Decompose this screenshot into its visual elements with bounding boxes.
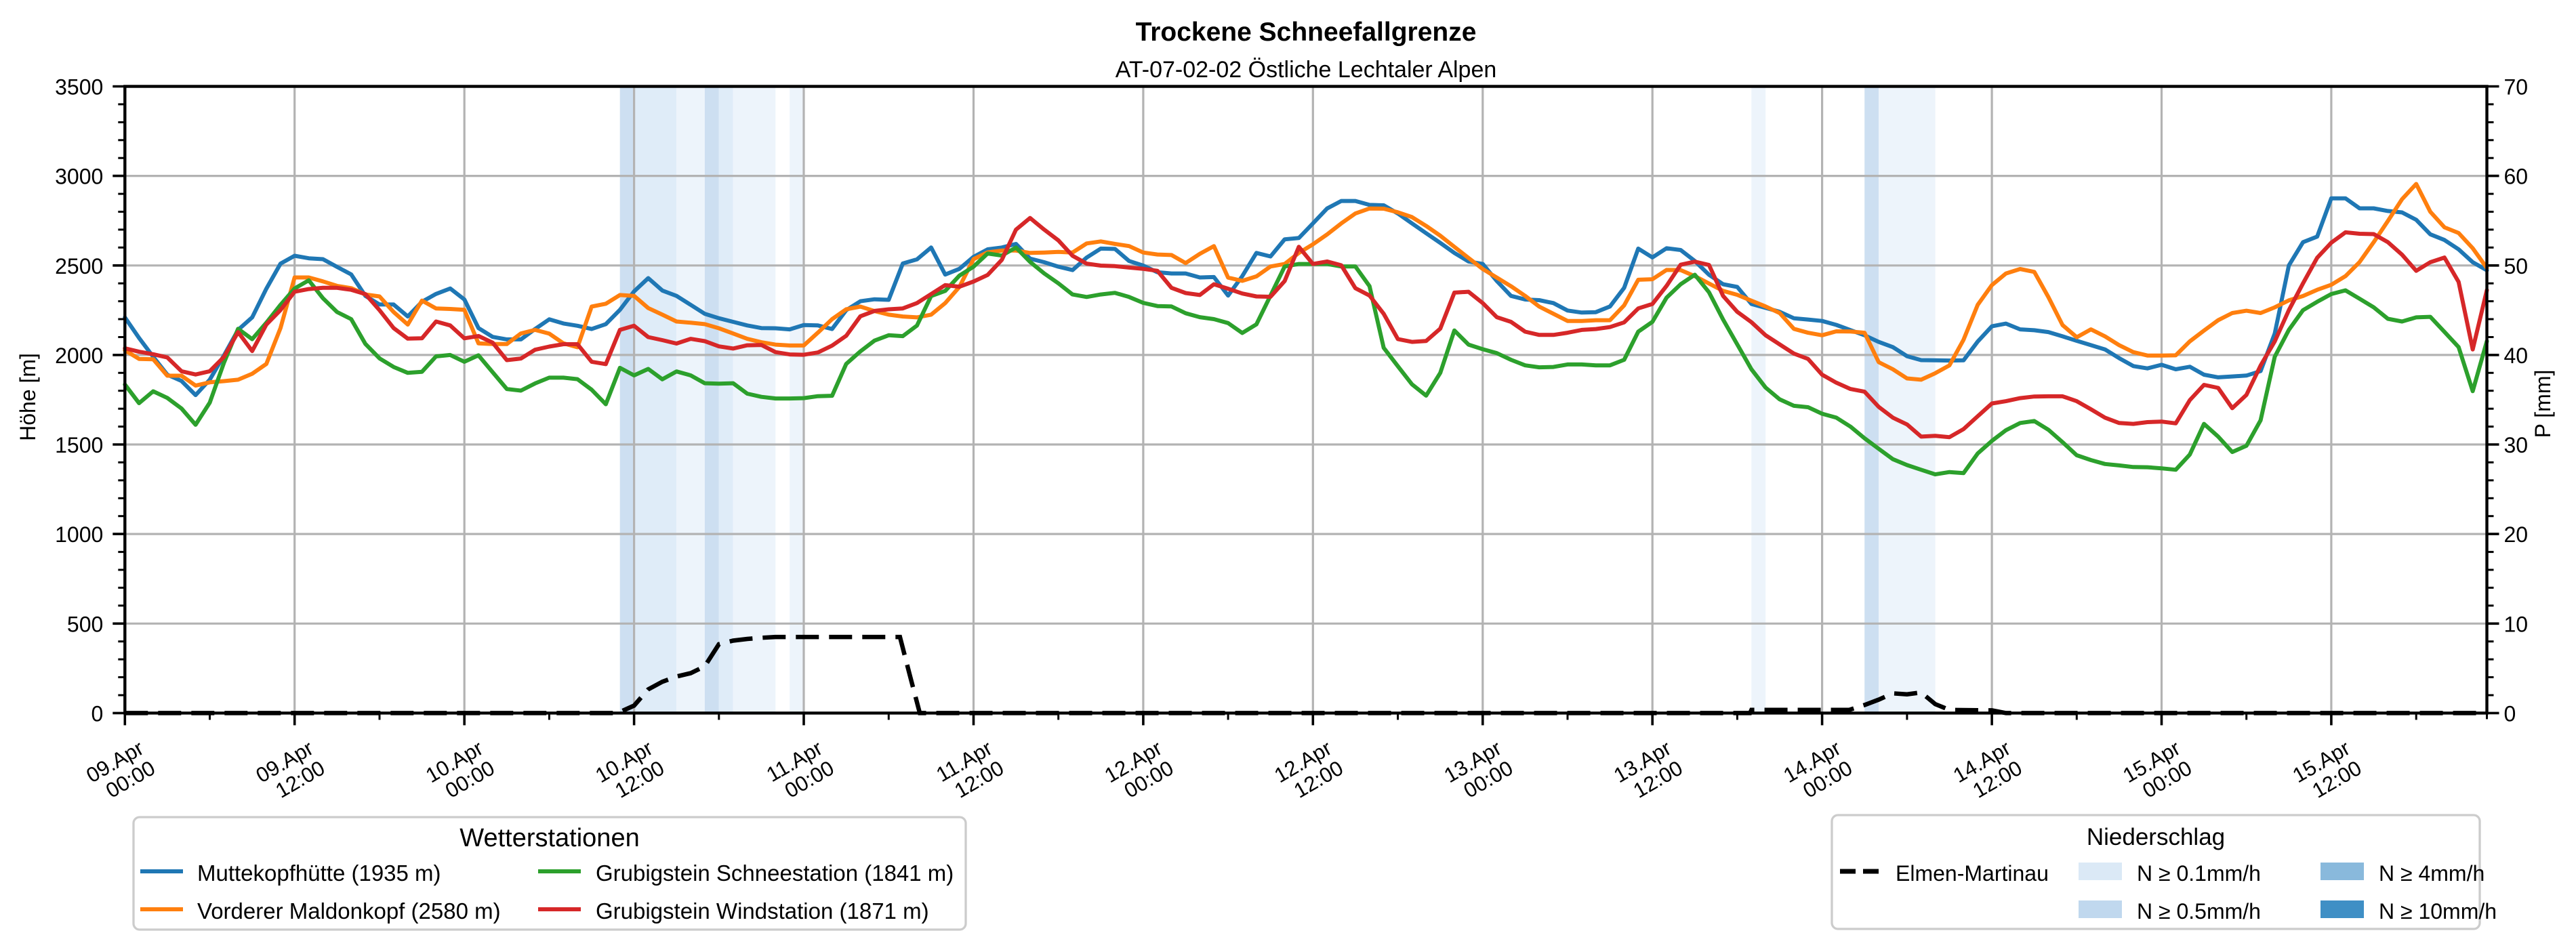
svg-text:2000: 2000 — [55, 344, 103, 368]
svg-text:50: 50 — [2504, 254, 2529, 278]
svg-text:70: 70 — [2504, 75, 2529, 100]
svg-text:Trockene Schneefallgrenze: Trockene Schneefallgrenze — [1136, 18, 1477, 47]
svg-text:0: 0 — [91, 701, 104, 726]
svg-text:1500: 1500 — [55, 433, 103, 457]
svg-text:500: 500 — [67, 612, 103, 636]
svg-text:P [mm]: P [mm] — [2531, 370, 2555, 438]
svg-text:3500: 3500 — [55, 75, 103, 100]
svg-text:Elmen-Martinau: Elmen-Martinau — [1896, 861, 2049, 886]
svg-text:2500: 2500 — [55, 254, 103, 278]
svg-text:Höhe [m]: Höhe [m] — [16, 353, 40, 441]
svg-text:Grubigstein Windstation (1871: Grubigstein Windstation (1871 m) — [596, 898, 929, 924]
svg-text:Muttekopfhütte (1935 m): Muttekopfhütte (1935 m) — [197, 861, 441, 886]
svg-text:60: 60 — [2504, 165, 2529, 189]
svg-text:Vorderer Maldonkopf (2580 m): Vorderer Maldonkopf (2580 m) — [197, 898, 501, 924]
svg-text:Wetterstationen: Wetterstationen — [459, 824, 639, 852]
svg-text:3000: 3000 — [55, 165, 103, 189]
svg-text:Niederschlag: Niederschlag — [2087, 824, 2225, 850]
svg-text:N ≥ 0.5mm/h: N ≥ 0.5mm/h — [2137, 899, 2261, 924]
svg-text:N ≥ 4mm/h: N ≥ 4mm/h — [2379, 861, 2485, 886]
svg-text:Grubigstein Schneestation (184: Grubigstein Schneestation (1841 m) — [596, 861, 954, 886]
svg-text:0: 0 — [2504, 701, 2516, 726]
svg-text:1000: 1000 — [55, 522, 103, 547]
svg-text:40: 40 — [2504, 344, 2529, 368]
svg-text:30: 30 — [2504, 433, 2529, 457]
svg-text:20: 20 — [2504, 522, 2529, 547]
svg-text:10: 10 — [2504, 612, 2529, 636]
svg-text:AT-07-02-02 Östliche Lechtaler: AT-07-02-02 Östliche Lechtaler Alpen — [1116, 57, 1497, 83]
svg-text:N ≥ 10mm/h: N ≥ 10mm/h — [2379, 899, 2497, 924]
svg-text:N ≥ 0.1mm/h: N ≥ 0.1mm/h — [2137, 861, 2261, 886]
